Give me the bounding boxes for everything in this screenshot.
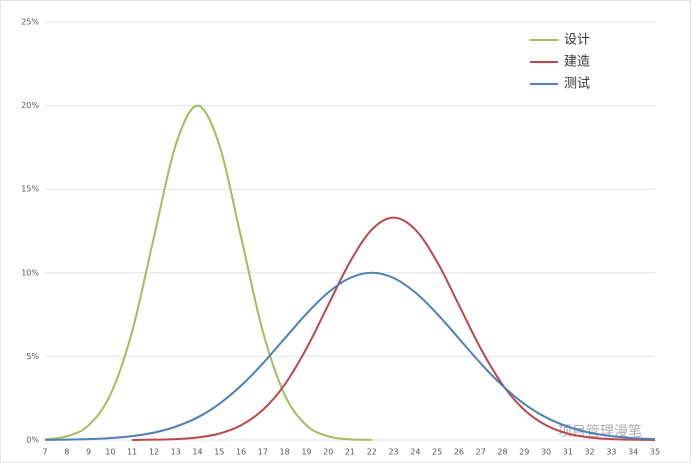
- y-tick-label: 15%: [21, 185, 39, 194]
- y-tick-label: 5%: [26, 352, 39, 361]
- x-tick-label: 23: [388, 448, 398, 457]
- x-tick-label: 10: [105, 448, 115, 457]
- x-tick-label: 35: [650, 448, 660, 457]
- x-tick-label: 15: [214, 448, 224, 457]
- series-line: [44, 104, 372, 441]
- x-tick-label: 21: [345, 448, 355, 457]
- x-tick-label: 14: [192, 448, 202, 457]
- series-line: [132, 216, 656, 441]
- x-tick-label: 33: [606, 448, 616, 457]
- x-tick-label: 19: [301, 448, 311, 457]
- y-tick-label: 25%: [21, 18, 39, 27]
- x-tick-label: 16: [236, 448, 246, 457]
- x-tick-label: 28: [497, 448, 507, 457]
- x-tick-label: 20: [323, 448, 333, 457]
- x-tick-label: 27: [476, 448, 486, 457]
- x-tick-label: 7: [42, 448, 47, 457]
- legend-label: 设计: [564, 33, 590, 48]
- x-tick-label: 12: [149, 448, 159, 457]
- x-tick-label: 24: [410, 448, 420, 457]
- y-tick-label: 20%: [21, 101, 39, 110]
- x-tick-label: 31: [563, 448, 573, 457]
- x-tick-label: 29: [519, 448, 529, 457]
- x-tick-label: 32: [585, 448, 595, 457]
- y-tick-label: 0%: [26, 436, 39, 445]
- x-tick-label: 11: [127, 448, 137, 457]
- x-tick-label: 34: [628, 448, 638, 457]
- x-tick-label: 13: [171, 448, 181, 457]
- x-tick-label: 26: [454, 448, 464, 457]
- legend-label: 建造: [564, 55, 590, 70]
- x-tick-label: 9: [86, 448, 91, 457]
- x-tick-label: 18: [280, 448, 290, 457]
- x-tick-label: 17: [258, 448, 268, 457]
- y-tick-label: 10%: [21, 268, 39, 277]
- series-line: [44, 271, 656, 441]
- x-tick-label: 22: [367, 448, 377, 457]
- x-tick-label: 30: [541, 448, 551, 457]
- x-tick-label: 8: [64, 448, 69, 457]
- x-tick-label: 25: [432, 448, 442, 457]
- legend-label: 测试: [564, 77, 590, 92]
